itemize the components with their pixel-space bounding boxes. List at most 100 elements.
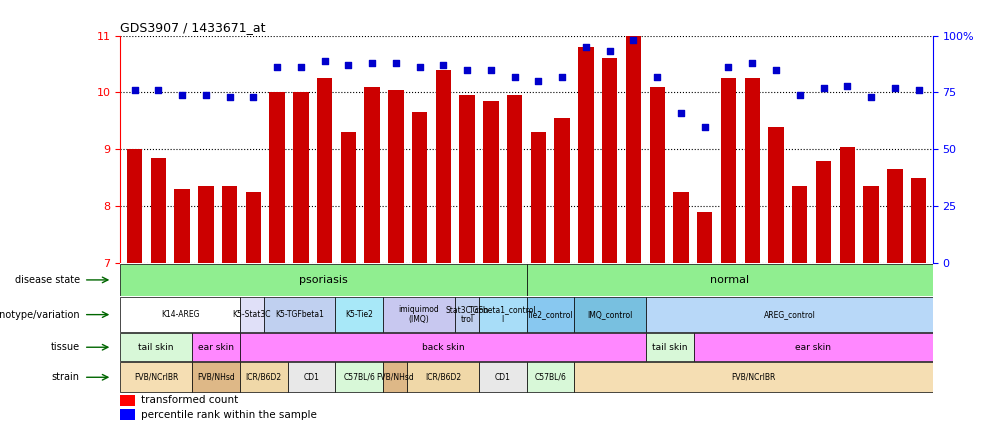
Text: K5-Tie2: K5-Tie2 (345, 310, 373, 319)
Bar (383, 362, 407, 392)
Text: back skin: back skin (421, 343, 464, 352)
Text: CD1: CD1 (494, 373, 510, 382)
Point (577, 44, 593, 51)
Bar (120, 333, 191, 361)
Point (221, 94, 237, 101)
Text: ICR/B6D2: ICR/B6D2 (425, 373, 461, 382)
Point (601, 48, 617, 55)
Bar (574, 362, 932, 392)
Point (197, 91, 213, 98)
Bar (191, 333, 239, 361)
Bar (459, 95, 474, 263)
Bar (270, 92, 285, 263)
Point (245, 94, 262, 101)
Point (768, 66, 784, 73)
Text: Tie2_control: Tie2_control (527, 310, 573, 319)
Point (672, 109, 688, 116)
Text: CD1: CD1 (304, 373, 320, 382)
Text: imiquimod
(IMQ): imiquimod (IMQ) (398, 305, 439, 324)
Point (482, 66, 498, 73)
Bar (743, 78, 760, 263)
Bar (388, 90, 403, 263)
Bar (478, 362, 526, 392)
Point (910, 87, 926, 94)
Point (150, 87, 166, 94)
Point (293, 64, 309, 71)
Text: psoriasis: psoriasis (299, 275, 348, 285)
Text: K14-AREG: K14-AREG (160, 310, 199, 319)
Text: GDS3907 / 1433671_at: GDS3907 / 1433671_at (120, 21, 266, 34)
Bar (506, 95, 522, 263)
Bar (578, 47, 593, 263)
Bar (478, 297, 526, 332)
Text: K5-Stat3C: K5-Stat3C (232, 310, 271, 319)
Point (815, 84, 831, 91)
Point (174, 91, 190, 98)
Text: disease state: disease state (15, 275, 80, 285)
Text: ear skin: ear skin (197, 343, 233, 352)
Point (411, 64, 427, 71)
Text: FVB/NCrIBR: FVB/NCrIBR (134, 373, 178, 382)
Bar (288, 362, 335, 392)
Bar (696, 212, 711, 263)
Point (340, 62, 356, 69)
Point (743, 59, 760, 67)
Bar (174, 189, 189, 263)
Point (435, 62, 451, 69)
Bar (526, 264, 932, 296)
Bar (693, 333, 932, 361)
Bar (150, 158, 166, 263)
Bar (625, 36, 640, 263)
Bar (120, 395, 135, 406)
Bar (120, 264, 526, 296)
Bar (601, 58, 617, 263)
Point (554, 73, 570, 80)
Bar (574, 297, 645, 332)
Point (839, 82, 855, 89)
Point (459, 66, 475, 73)
Bar (554, 118, 569, 263)
Bar (198, 186, 213, 263)
Point (126, 87, 142, 94)
Bar (645, 333, 693, 361)
Bar (649, 87, 664, 263)
Text: C57BL/6: C57BL/6 (534, 373, 566, 382)
Bar (886, 169, 902, 263)
Bar (245, 192, 261, 263)
Point (696, 123, 712, 130)
Bar (341, 132, 356, 263)
Bar (435, 70, 451, 263)
Bar (317, 78, 332, 263)
Bar (239, 297, 264, 332)
Bar (364, 87, 380, 263)
Bar (530, 132, 546, 263)
Bar (526, 362, 574, 392)
Text: C57BL/6: C57BL/6 (343, 373, 375, 382)
Text: FVB/NCrIBR: FVB/NCrIBR (730, 373, 775, 382)
Bar (792, 186, 807, 263)
Bar (483, 101, 498, 263)
Bar (120, 362, 191, 392)
Bar (221, 186, 237, 263)
Text: FVB/NHsd: FVB/NHsd (196, 373, 234, 382)
Bar (335, 362, 383, 392)
Point (364, 59, 380, 67)
Bar (264, 297, 335, 332)
Text: TGFbeta1_control
l: TGFbeta1_control l (468, 305, 536, 324)
Text: ICR/B6D2: ICR/B6D2 (245, 373, 282, 382)
Bar (863, 186, 878, 263)
Text: K5-TGFbeta1: K5-TGFbeta1 (275, 310, 324, 319)
Bar (120, 409, 135, 420)
Point (506, 73, 522, 80)
Bar (383, 297, 455, 332)
Point (862, 94, 878, 101)
Text: Stat3C_con
trol: Stat3C_con trol (445, 305, 488, 324)
Point (625, 36, 641, 44)
Point (719, 64, 735, 71)
Text: strain: strain (52, 372, 80, 382)
Bar (127, 150, 142, 263)
Text: tail skin: tail skin (651, 343, 687, 352)
Bar (120, 297, 239, 332)
Text: FVB/NHsd: FVB/NHsd (376, 373, 414, 382)
Bar (412, 112, 427, 263)
